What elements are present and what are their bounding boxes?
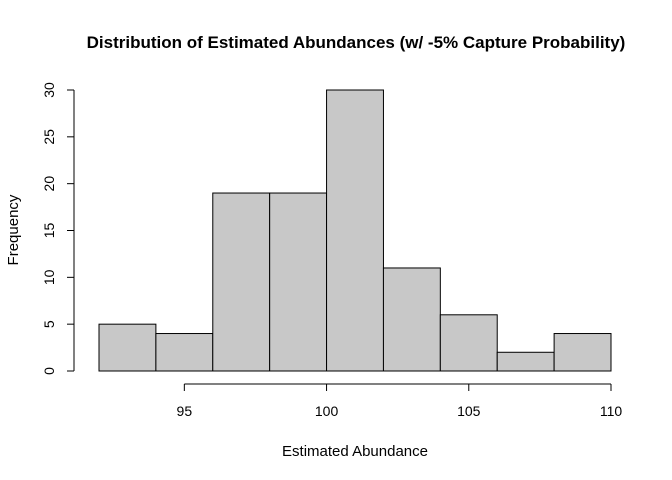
- y-tick-label: 0: [41, 367, 57, 375]
- x-axis-label: Estimated Abundance: [282, 443, 428, 460]
- histogram-bar-3: [269, 192, 328, 372]
- histogram-bar-6: [439, 314, 498, 372]
- y-tick-label: 20: [41, 176, 57, 192]
- histogram-bar-8: [553, 333, 612, 372]
- x-tick-label: 100: [315, 403, 339, 419]
- y-tick-label: 30: [41, 82, 57, 98]
- x-tick-label: 95: [177, 403, 193, 419]
- histogram-bar-2: [212, 192, 271, 372]
- histogram-bar-0: [98, 323, 157, 372]
- histogram-bar-4: [326, 89, 384, 372]
- histogram-bar-1: [155, 333, 214, 372]
- histogram-bar-7: [496, 351, 555, 372]
- y-tick-label: 5: [41, 320, 57, 328]
- y-tick-label: 15: [41, 223, 57, 239]
- y-axis: 0 5 10 15 20 25 30: [41, 82, 75, 375]
- bars-group: [98, 89, 612, 372]
- y-tick-label: 10: [41, 269, 57, 285]
- x-tick-label: 110: [600, 403, 623, 419]
- y-tick-label: 25: [41, 129, 57, 145]
- histogram-bar-5: [382, 267, 441, 372]
- x-tick-label: 105: [457, 403, 481, 419]
- y-axis-label: Frequency: [5, 194, 22, 265]
- x-axis: 95 100 105 110: [177, 383, 623, 419]
- chart-title: Distribution of Estimated Abundances (w/…: [87, 33, 626, 52]
